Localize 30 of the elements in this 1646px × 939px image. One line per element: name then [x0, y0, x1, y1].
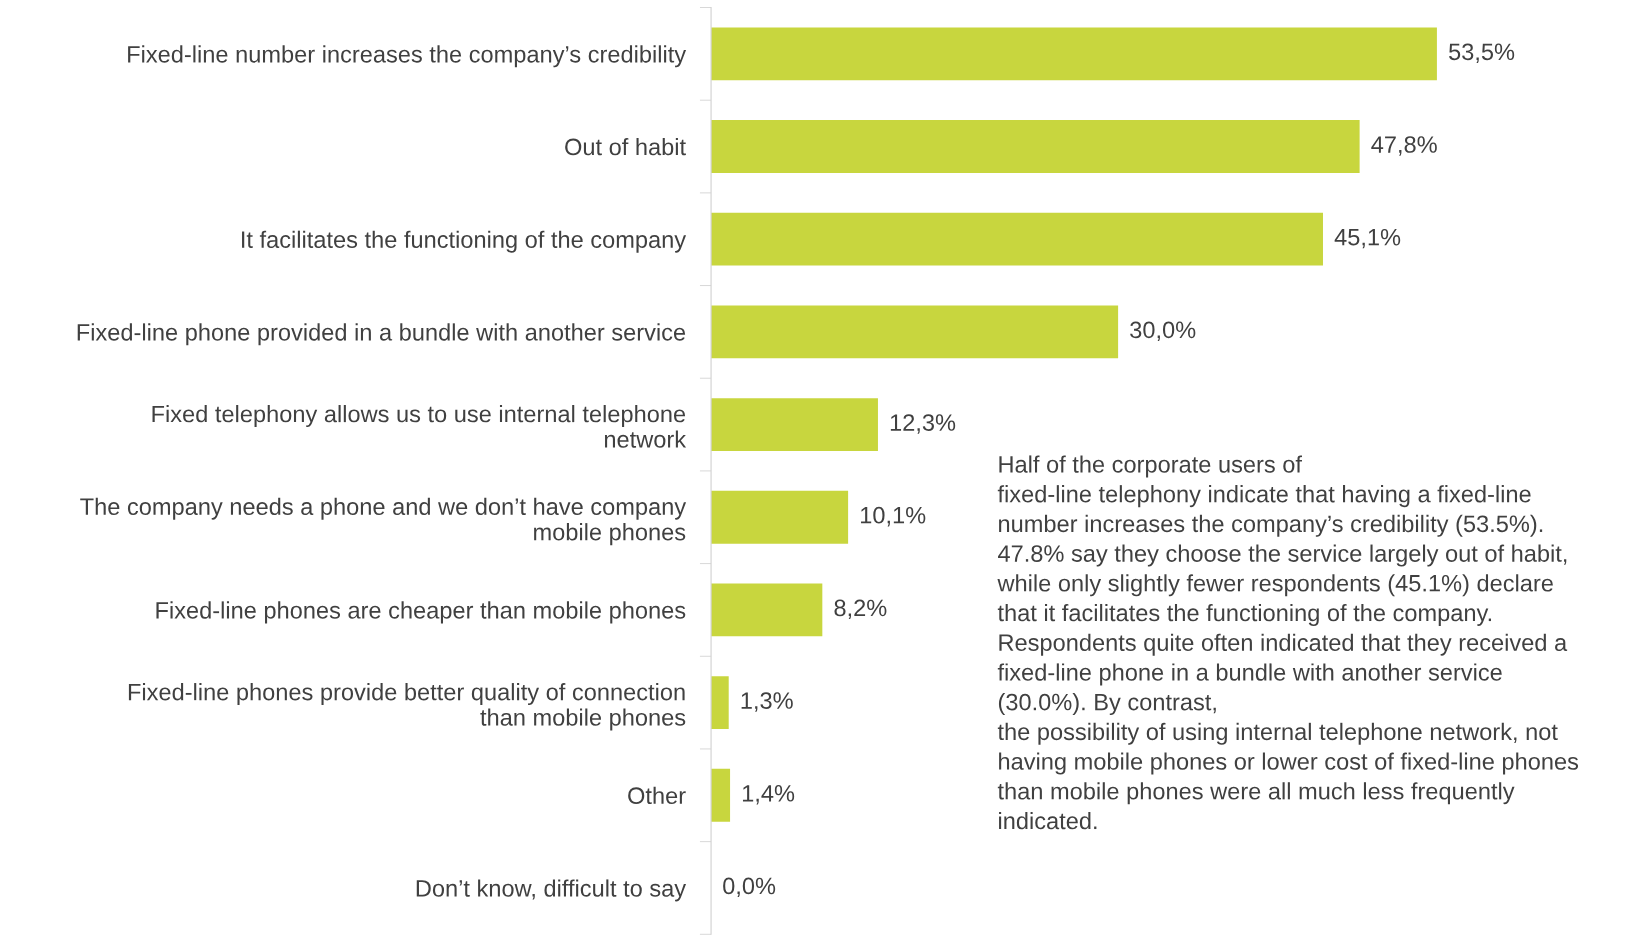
bar [711, 305, 1119, 359]
y-tick-label: Out of habit [565, 137, 686, 156]
data-label: 12,3% [890, 414, 956, 434]
data-label: 53,5% [1449, 43, 1515, 63]
y-tick-label: Fixed-line phone provided in a bundle with another service [77, 323, 686, 346]
data-label: 10,1% [861, 506, 926, 527]
y-tick-label: Fixed-line phones provide better quality of connection than mobile phones [128, 683, 686, 731]
data-label: 1,3% [741, 692, 793, 712]
bar [711, 768, 731, 822]
bar [711, 212, 1323, 266]
y-tick-label: The company needs a phone and we don’t have company mobile phones [80, 497, 687, 546]
data-label: 45,1% [1334, 228, 1401, 249]
data-label: 47,8% [1371, 136, 1437, 156]
y-tick-label: Don’t know, difficult to say [416, 879, 687, 902]
bar [711, 120, 1360, 173]
bar [711, 490, 849, 544]
data-label: 8,2% [834, 599, 887, 620]
data-label: 30,0% [1130, 321, 1196, 342]
y-tick-label: Fixed-line phones are cheaper than mobile phones [156, 601, 686, 624]
text: Half of the corporate users of fixed-line telephony indicate that having a fixed-line number increases the company’s credibility (53.5%). 47.8% say they choose the service largely out of habit, while only slightly fewer respondents (45.1%) declare that it facilitates the functioning of the company. Respondents quite often indicated that they received a fixed-line phone in a bundle with another service (30.0%). By contrast, the possibility of using internal telephone network, not having mobile phones or lower cost of fixed-line phones than mobile phones were all much less frequently indicated. [997, 455, 1579, 830]
y-tick-label: It facilitates the functioning of the company [242, 230, 687, 253]
bar [711, 676, 729, 730]
data-label: 0,0% [723, 877, 776, 898]
bar [711, 27, 1437, 81]
y-tick-label: Fixed telephony allows us to use internal telephone network [152, 405, 687, 448]
y-tick-label: Other [628, 786, 686, 805]
bar [711, 583, 823, 637]
bar [711, 398, 878, 451]
data-label: 1,4% [742, 785, 795, 805]
y-tick-label: Fixed-line number increases the company’s credibility [128, 45, 687, 68]
